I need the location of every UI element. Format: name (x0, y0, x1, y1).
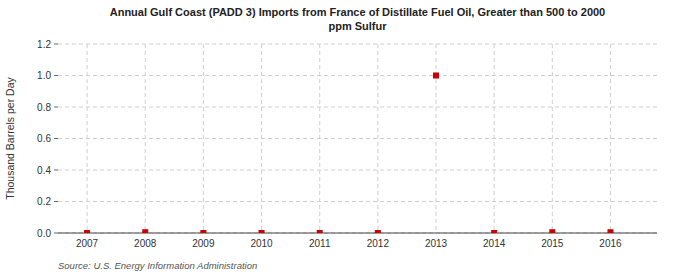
y-tick (54, 107, 58, 108)
y-grid-line (58, 107, 657, 108)
x-tick-label: 2007 (76, 238, 99, 249)
title-line: ppm Sulfur (328, 20, 387, 32)
points (84, 73, 613, 234)
x-grid-line (319, 44, 320, 233)
y-tick (54, 233, 58, 234)
x-tick-label: 2014 (483, 238, 506, 249)
y-tick (54, 170, 58, 171)
x-grid-line (610, 44, 611, 233)
y-tick (54, 201, 58, 202)
x-tick-label: 2016 (599, 238, 622, 249)
point (142, 229, 148, 233)
x-tick-label: 2012 (367, 238, 390, 249)
point (200, 230, 206, 233)
point (549, 229, 555, 233)
x-grid-line (436, 44, 437, 233)
y-tick (54, 44, 58, 45)
title: Annual Gulf Coast (PADD 3) Imports from … (110, 6, 606, 32)
y-tick-label: 0.4 (37, 165, 51, 176)
y-grid-line (58, 138, 657, 139)
grid (58, 44, 657, 233)
y-tick-label: 1.2 (37, 39, 51, 50)
x-tick-label: 2013 (425, 238, 448, 249)
y-grid-line (58, 44, 657, 45)
point (84, 230, 90, 233)
y-axis-label: Thousand Barrels per Day (4, 76, 16, 199)
x-grid-line (377, 44, 378, 233)
y-grid-line (58, 75, 657, 76)
point (607, 229, 613, 233)
source-note: Source: U.S. Energy Information Administ… (58, 260, 257, 271)
x-grid-line (203, 44, 204, 233)
y-tick-label: 0.8 (37, 102, 51, 113)
y-tick-label: 1.0 (37, 70, 51, 81)
y-grid-line (58, 201, 657, 202)
x-tick-label: 2011 (309, 238, 331, 249)
x-tick-label: 2015 (541, 238, 564, 249)
x-tick-label: 2010 (250, 238, 273, 249)
x-grid-line (494, 44, 495, 233)
x-grid-line (145, 44, 146, 233)
point (375, 230, 381, 233)
title-line: Annual Gulf Coast (PADD 3) Imports from … (110, 6, 606, 18)
point (259, 230, 265, 233)
x-tick-label: 2008 (134, 238, 157, 249)
x-grid-line (552, 44, 553, 233)
chart: Annual Gulf Coast (PADD 3) Imports from … (0, 0, 675, 275)
y-tick-label: 0.0 (37, 228, 51, 239)
x-tick-label: 2009 (192, 238, 215, 249)
point (433, 73, 439, 79)
x-grid-line (261, 44, 262, 233)
y-grid-line (58, 170, 657, 171)
point (317, 230, 323, 233)
point (491, 230, 497, 233)
y-tick-label: 0.2 (37, 196, 51, 207)
y-tick (54, 138, 58, 139)
x-grid-line (87, 44, 88, 233)
y-tick (54, 75, 58, 76)
y-tick-label: 0.6 (37, 133, 51, 144)
